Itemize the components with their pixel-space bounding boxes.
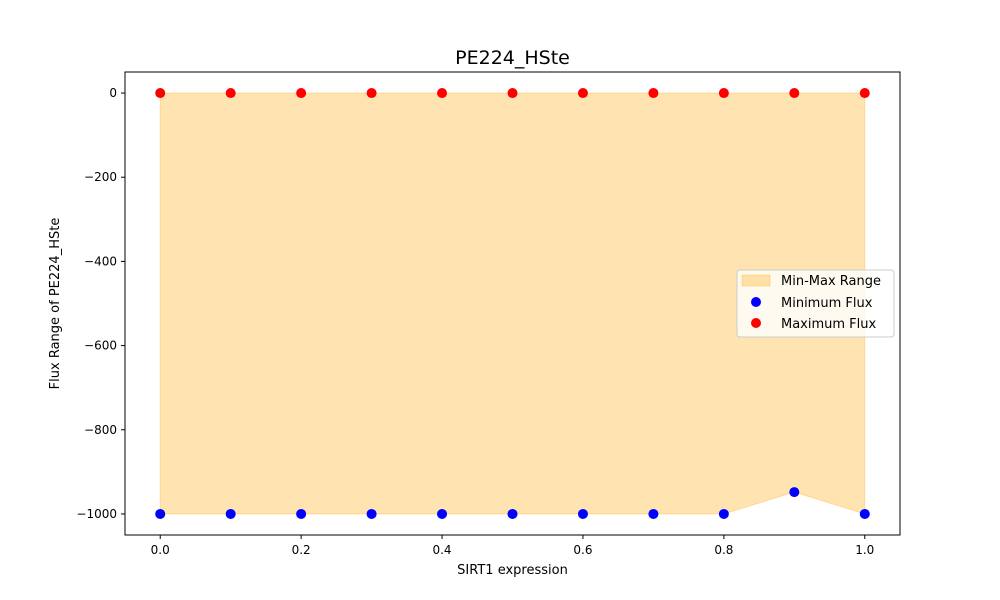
chart-title: PE224_HSte — [455, 47, 570, 69]
maximum-flux-point — [577, 88, 588, 99]
minimum-flux-point — [859, 508, 870, 519]
plot-frame — [124, 71, 901, 536]
minimum-flux-point — [366, 508, 377, 519]
minimum-flux-point — [789, 487, 800, 498]
maximum-flux-point — [859, 88, 870, 99]
x-tick-label: 0.0 — [151, 543, 170, 557]
legend-label-range: Min-Max Range — [781, 274, 881, 289]
minimum-flux-point — [718, 508, 729, 519]
y-tick-label: −800 — [84, 423, 117, 437]
y-tick-label: −600 — [84, 339, 117, 353]
legend-swatch-range — [741, 274, 771, 287]
legend: Min-Max Range Minimum Flux Maximum Flux — [736, 269, 895, 338]
minimum-flux-point — [437, 508, 448, 519]
x-tick-label: 0.4 — [432, 543, 451, 557]
data-points — [155, 88, 870, 519]
x-axis-ticks: 0.0 0.2 0.4 0.6 0.8 1.0 — [151, 535, 874, 557]
maximum-flux-point — [366, 88, 377, 99]
minimum-flux-point — [648, 508, 659, 519]
legend-swatch-minimum — [751, 297, 761, 307]
x-tick-label: 0.2 — [292, 543, 311, 557]
minimum-flux-point — [296, 508, 307, 519]
y-axis-ticks: 0 −200 −400 −600 −800 −1000 — [76, 86, 125, 521]
minimum-flux-point — [507, 508, 518, 519]
maximum-flux-point — [507, 88, 518, 99]
legend-box — [736, 269, 895, 338]
y-tick-label: −200 — [84, 170, 117, 184]
legend-swatch-maximum — [751, 318, 761, 328]
x-tick-label: 0.8 — [714, 543, 733, 557]
x-tick-label: 1.0 — [855, 543, 874, 557]
y-tick-label: 0 — [109, 86, 117, 100]
maximum-flux-point — [437, 88, 448, 99]
y-axis-label: Flux Range of PE224_HSte — [48, 218, 63, 390]
maximum-flux-point — [789, 88, 800, 99]
legend-label-minimum: Minimum Flux — [781, 296, 873, 311]
minimum-flux-point — [577, 508, 588, 519]
y-tick-label: −400 — [84, 254, 117, 268]
maximum-flux-point — [155, 88, 166, 99]
legend-label-maximum: Maximum Flux — [781, 317, 877, 332]
maximum-flux-point — [648, 88, 659, 99]
maximum-flux-point — [296, 88, 307, 99]
x-axis-label: SIRT1 expression — [457, 563, 568, 578]
maximum-flux-point — [718, 88, 729, 99]
y-tick-label: −1000 — [76, 507, 117, 521]
x-tick-label: 0.6 — [573, 543, 592, 557]
minimum-flux-point — [225, 508, 236, 519]
maximum-flux-point — [225, 88, 236, 99]
minimum-flux-point — [155, 508, 166, 519]
